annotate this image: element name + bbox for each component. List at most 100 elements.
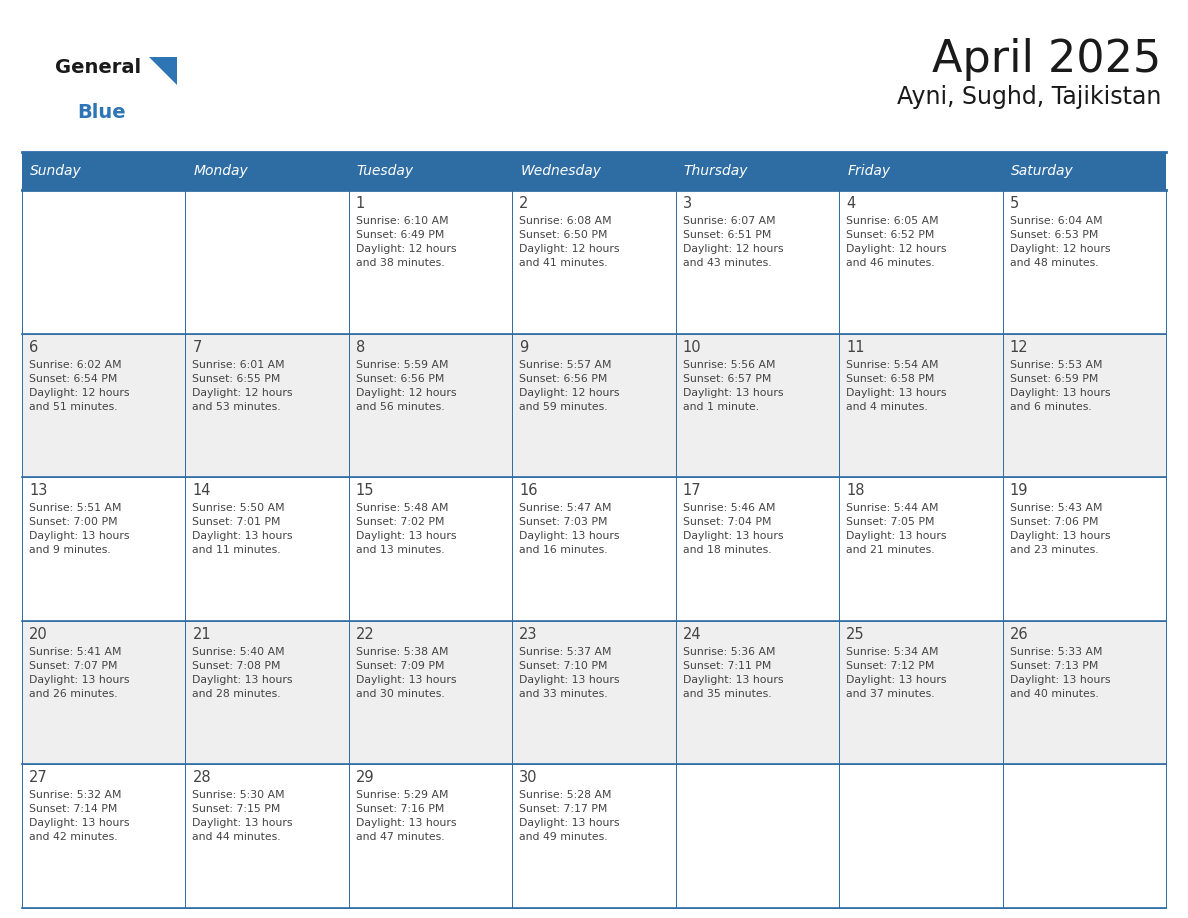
- Bar: [23, 152, 185, 190]
- Text: Sunrise: 5:41 AM
Sunset: 7:07 PM
Daylight: 13 hours
and 26 minutes.: Sunrise: 5:41 AM Sunset: 7:07 PM Dayligh…: [29, 647, 129, 699]
- Text: Sunrise: 6:01 AM
Sunset: 6:55 PM
Daylight: 12 hours
and 53 minutes.: Sunrise: 6:01 AM Sunset: 6:55 PM Dayligh…: [192, 360, 293, 411]
- Bar: [676, 333, 839, 477]
- Bar: [1003, 152, 1165, 190]
- Bar: [185, 765, 349, 908]
- Bar: [1003, 333, 1165, 477]
- Bar: [676, 190, 839, 333]
- Bar: [23, 765, 185, 908]
- Bar: [185, 152, 349, 190]
- Text: Blue: Blue: [77, 103, 126, 122]
- Text: 12: 12: [1010, 340, 1028, 354]
- Text: 24: 24: [683, 627, 701, 642]
- Text: 6: 6: [29, 340, 38, 354]
- Polygon shape: [148, 57, 177, 85]
- Text: Sunrise: 5:47 AM
Sunset: 7:03 PM
Daylight: 13 hours
and 16 minutes.: Sunrise: 5:47 AM Sunset: 7:03 PM Dayligh…: [519, 503, 620, 555]
- Bar: [185, 621, 349, 765]
- Bar: [349, 477, 512, 621]
- Text: Monday: Monday: [194, 164, 248, 178]
- Text: 25: 25: [846, 627, 865, 642]
- Text: Sunrise: 5:50 AM
Sunset: 7:01 PM
Daylight: 13 hours
and 11 minutes.: Sunrise: 5:50 AM Sunset: 7:01 PM Dayligh…: [192, 503, 293, 555]
- Text: 5: 5: [1010, 196, 1019, 211]
- Text: 17: 17: [683, 483, 701, 498]
- Bar: [1003, 477, 1165, 621]
- Text: Sunrise: 5:32 AM
Sunset: 7:14 PM
Daylight: 13 hours
and 42 minutes.: Sunrise: 5:32 AM Sunset: 7:14 PM Dayligh…: [29, 790, 129, 843]
- Bar: [185, 477, 349, 621]
- Text: Sunrise: 6:05 AM
Sunset: 6:52 PM
Daylight: 12 hours
and 46 minutes.: Sunrise: 6:05 AM Sunset: 6:52 PM Dayligh…: [846, 216, 947, 268]
- Bar: [185, 333, 349, 477]
- Text: Ayni, Sughd, Tajikistan: Ayni, Sughd, Tajikistan: [897, 85, 1161, 109]
- Text: Sunrise: 5:29 AM
Sunset: 7:16 PM
Daylight: 13 hours
and 47 minutes.: Sunrise: 5:29 AM Sunset: 7:16 PM Dayligh…: [356, 790, 456, 843]
- Text: Sunrise: 5:38 AM
Sunset: 7:09 PM
Daylight: 13 hours
and 30 minutes.: Sunrise: 5:38 AM Sunset: 7:09 PM Dayligh…: [356, 647, 456, 699]
- Text: Sunrise: 5:54 AM
Sunset: 6:58 PM
Daylight: 13 hours
and 4 minutes.: Sunrise: 5:54 AM Sunset: 6:58 PM Dayligh…: [846, 360, 947, 411]
- Text: 4: 4: [846, 196, 855, 211]
- Text: Sunrise: 6:02 AM
Sunset: 6:54 PM
Daylight: 12 hours
and 51 minutes.: Sunrise: 6:02 AM Sunset: 6:54 PM Dayligh…: [29, 360, 129, 411]
- Text: 26: 26: [1010, 627, 1028, 642]
- Text: 9: 9: [519, 340, 529, 354]
- Bar: [512, 333, 676, 477]
- Bar: [676, 621, 839, 765]
- Bar: [23, 477, 185, 621]
- Text: Sunrise: 5:40 AM
Sunset: 7:08 PM
Daylight: 13 hours
and 28 minutes.: Sunrise: 5:40 AM Sunset: 7:08 PM Dayligh…: [192, 647, 293, 699]
- Text: 30: 30: [519, 770, 538, 786]
- Text: Sunrise: 5:36 AM
Sunset: 7:11 PM
Daylight: 13 hours
and 35 minutes.: Sunrise: 5:36 AM Sunset: 7:11 PM Dayligh…: [683, 647, 783, 699]
- Text: Tuesday: Tuesday: [356, 164, 413, 178]
- Bar: [349, 152, 512, 190]
- Text: Sunrise: 5:48 AM
Sunset: 7:02 PM
Daylight: 13 hours
and 13 minutes.: Sunrise: 5:48 AM Sunset: 7:02 PM Dayligh…: [356, 503, 456, 555]
- Bar: [1003, 621, 1165, 765]
- Bar: [839, 152, 1003, 190]
- Text: Saturday: Saturday: [1011, 164, 1073, 178]
- Text: 28: 28: [192, 770, 211, 786]
- Text: Sunrise: 5:30 AM
Sunset: 7:15 PM
Daylight: 13 hours
and 44 minutes.: Sunrise: 5:30 AM Sunset: 7:15 PM Dayligh…: [192, 790, 293, 843]
- Text: Sunrise: 5:28 AM
Sunset: 7:17 PM
Daylight: 13 hours
and 49 minutes.: Sunrise: 5:28 AM Sunset: 7:17 PM Dayligh…: [519, 790, 620, 843]
- Text: 13: 13: [29, 483, 48, 498]
- Text: 2: 2: [519, 196, 529, 211]
- Text: Sunrise: 5:44 AM
Sunset: 7:05 PM
Daylight: 13 hours
and 21 minutes.: Sunrise: 5:44 AM Sunset: 7:05 PM Dayligh…: [846, 503, 947, 555]
- Text: 29: 29: [356, 770, 374, 786]
- Text: 22: 22: [356, 627, 374, 642]
- Text: 23: 23: [519, 627, 538, 642]
- Text: Sunrise: 6:07 AM
Sunset: 6:51 PM
Daylight: 12 hours
and 43 minutes.: Sunrise: 6:07 AM Sunset: 6:51 PM Dayligh…: [683, 216, 783, 268]
- Text: 10: 10: [683, 340, 701, 354]
- Text: Sunrise: 5:37 AM
Sunset: 7:10 PM
Daylight: 13 hours
and 33 minutes.: Sunrise: 5:37 AM Sunset: 7:10 PM Dayligh…: [519, 647, 620, 699]
- Bar: [839, 333, 1003, 477]
- Bar: [512, 152, 676, 190]
- Text: 8: 8: [356, 340, 365, 354]
- Bar: [349, 190, 512, 333]
- Text: 3: 3: [683, 196, 691, 211]
- Bar: [349, 333, 512, 477]
- Bar: [23, 621, 185, 765]
- Bar: [23, 190, 185, 333]
- Bar: [512, 621, 676, 765]
- Text: 11: 11: [846, 340, 865, 354]
- Text: General: General: [55, 58, 141, 77]
- Text: Sunrise: 5:43 AM
Sunset: 7:06 PM
Daylight: 13 hours
and 23 minutes.: Sunrise: 5:43 AM Sunset: 7:06 PM Dayligh…: [1010, 503, 1110, 555]
- Bar: [512, 477, 676, 621]
- Bar: [676, 765, 839, 908]
- Bar: [839, 190, 1003, 333]
- Text: 15: 15: [356, 483, 374, 498]
- Text: Friday: Friday: [847, 164, 890, 178]
- Bar: [676, 477, 839, 621]
- Text: Sunday: Sunday: [30, 164, 82, 178]
- Bar: [1003, 190, 1165, 333]
- Bar: [1003, 765, 1165, 908]
- Text: 18: 18: [846, 483, 865, 498]
- Bar: [839, 621, 1003, 765]
- Bar: [23, 333, 185, 477]
- Bar: [185, 190, 349, 333]
- Text: Sunrise: 5:56 AM
Sunset: 6:57 PM
Daylight: 13 hours
and 1 minute.: Sunrise: 5:56 AM Sunset: 6:57 PM Dayligh…: [683, 360, 783, 411]
- Text: Sunrise: 5:51 AM
Sunset: 7:00 PM
Daylight: 13 hours
and 9 minutes.: Sunrise: 5:51 AM Sunset: 7:00 PM Dayligh…: [29, 503, 129, 555]
- Text: 7: 7: [192, 340, 202, 354]
- Text: Sunrise: 5:46 AM
Sunset: 7:04 PM
Daylight: 13 hours
and 18 minutes.: Sunrise: 5:46 AM Sunset: 7:04 PM Dayligh…: [683, 503, 783, 555]
- Bar: [512, 765, 676, 908]
- Text: Sunrise: 6:08 AM
Sunset: 6:50 PM
Daylight: 12 hours
and 41 minutes.: Sunrise: 6:08 AM Sunset: 6:50 PM Dayligh…: [519, 216, 620, 268]
- Bar: [349, 621, 512, 765]
- Text: Thursday: Thursday: [684, 164, 748, 178]
- Text: Wednesday: Wednesday: [520, 164, 601, 178]
- Text: 19: 19: [1010, 483, 1028, 498]
- Text: April 2025: April 2025: [931, 38, 1161, 81]
- Text: Sunrise: 5:59 AM
Sunset: 6:56 PM
Daylight: 12 hours
and 56 minutes.: Sunrise: 5:59 AM Sunset: 6:56 PM Dayligh…: [356, 360, 456, 411]
- Bar: [839, 477, 1003, 621]
- Text: Sunrise: 5:57 AM
Sunset: 6:56 PM
Daylight: 12 hours
and 59 minutes.: Sunrise: 5:57 AM Sunset: 6:56 PM Dayligh…: [519, 360, 620, 411]
- Text: 14: 14: [192, 483, 211, 498]
